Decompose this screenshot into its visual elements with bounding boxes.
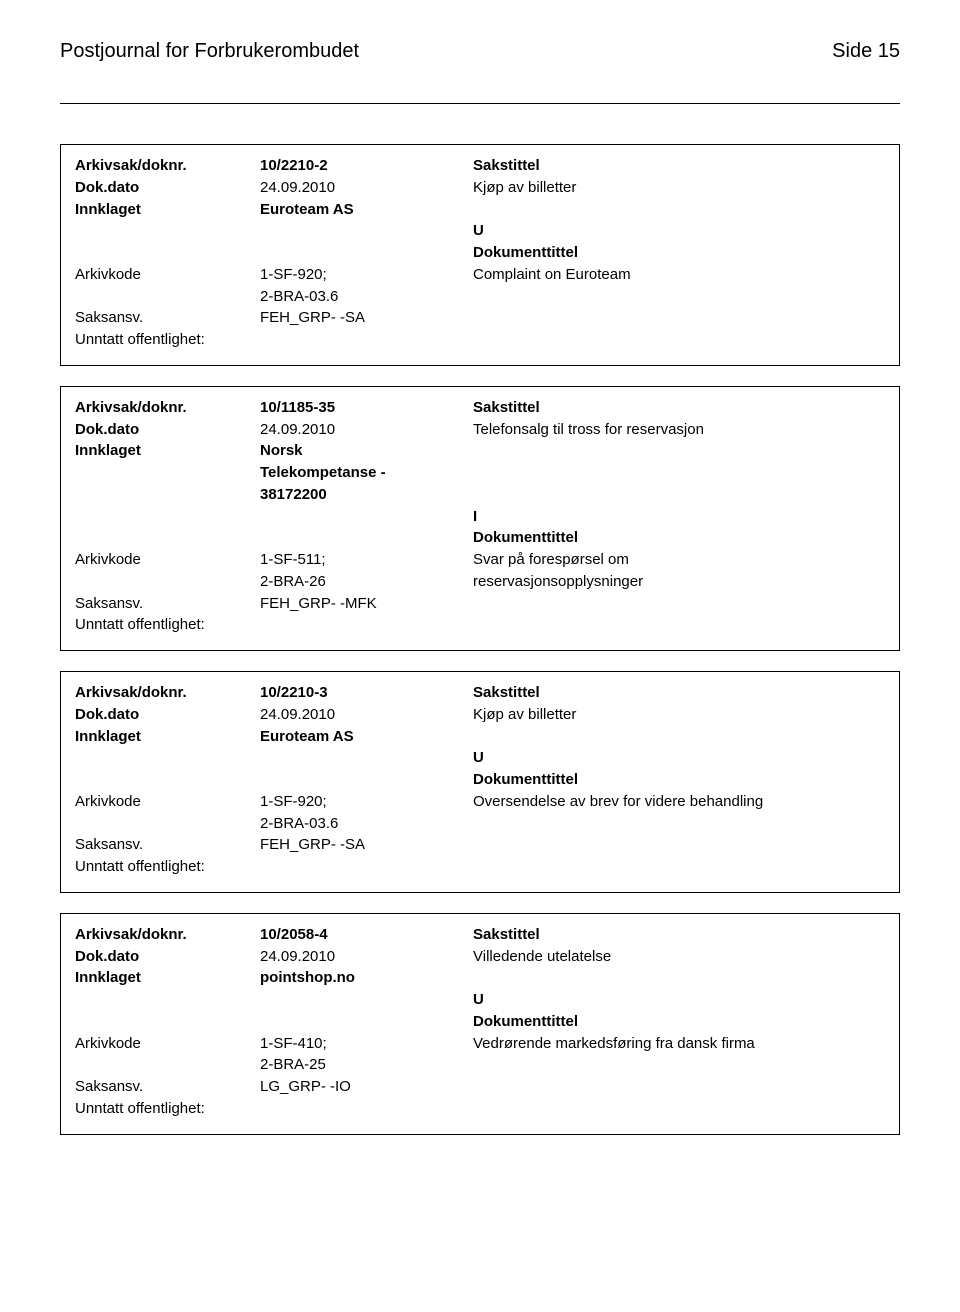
value-dokumenttittel: reservasjonsopplysninger bbox=[465, 571, 885, 593]
value-innklaget: Norsk bbox=[260, 440, 465, 462]
label-unntatt: Unntatt offentlighet: bbox=[75, 614, 205, 636]
value-saksansv: LG_GRP- -IO bbox=[260, 1076, 465, 1098]
label-innklaget: Innklaget bbox=[75, 726, 260, 748]
value-innklaget: Euroteam AS bbox=[260, 199, 465, 221]
value-arkivkode: 2-BRA-26 bbox=[260, 571, 465, 593]
label-dokumenttittel: Dokumenttittel bbox=[465, 1011, 885, 1033]
value-sakstittel: Kjøp av billetter bbox=[465, 704, 885, 726]
value-arkivsak: 10/2058-4 bbox=[260, 924, 465, 946]
value-arkivsak: 10/1185-35 bbox=[260, 397, 465, 419]
value-innklaget: Euroteam AS bbox=[260, 726, 465, 748]
label-sakstittel: Sakstittel bbox=[465, 155, 885, 177]
value-innklaget: pointshop.no bbox=[260, 967, 465, 989]
label-dokumenttittel: Dokumenttittel bbox=[465, 527, 885, 549]
value-sakstittel: Villedende utelatelse bbox=[465, 946, 885, 968]
value-arkivkode: 2-BRA-25 bbox=[260, 1054, 465, 1076]
value-direction: U bbox=[465, 747, 885, 769]
value-arkivkode: 1-SF-410; bbox=[260, 1033, 465, 1055]
value-saksansv: FEH_GRP- -SA bbox=[260, 307, 465, 329]
value-innklaget: 38172200 bbox=[260, 484, 465, 506]
label-unntatt: Unntatt offentlighet: bbox=[75, 1098, 205, 1120]
value-dokdato: 24.09.2010 bbox=[260, 946, 465, 968]
label-innklaget: Innklaget bbox=[75, 440, 260, 462]
label-saksansv: Saksansv. bbox=[75, 307, 260, 329]
label-sakstittel: Sakstittel bbox=[465, 682, 885, 704]
header-row: Postjournal for Forbrukerombudet Side 15 bbox=[60, 40, 900, 63]
value-direction: I bbox=[465, 506, 885, 528]
label-arkivkode: Arkivkode bbox=[75, 264, 260, 286]
label-saksansv: Saksansv. bbox=[75, 593, 260, 615]
value-sakstittel: Telefonsalg til tross for reservasjon bbox=[465, 419, 885, 441]
value-dokdato: 24.09.2010 bbox=[260, 704, 465, 726]
value-arkivsak: 10/2210-3 bbox=[260, 682, 465, 704]
value-saksansv: FEH_GRP- -MFK bbox=[260, 593, 465, 615]
label-sakstittel: Sakstittel bbox=[465, 924, 885, 946]
entry-box: Arkivsak/doknr.10/2058-4Sakstittel Dok.da… bbox=[60, 913, 900, 1135]
entry-box: Arkivsak/doknr.10/2210-2Sakstittel Dok.da… bbox=[60, 144, 900, 366]
label-sakstittel: Sakstittel bbox=[465, 397, 885, 419]
label-dokdato: Dok.dato bbox=[75, 946, 260, 968]
page-number: Side 15 bbox=[832, 40, 900, 63]
label-innklaget: Innklaget bbox=[75, 967, 260, 989]
value-direction: U bbox=[465, 989, 885, 1011]
label-arkivkode: Arkivkode bbox=[75, 549, 260, 571]
label-dokdato: Dok.dato bbox=[75, 419, 260, 441]
header-title: Postjournal for Forbrukerombudet bbox=[60, 40, 359, 63]
value-arkivkode: 1-SF-511; bbox=[260, 549, 465, 571]
value-dokdato: 24.09.2010 bbox=[260, 177, 465, 199]
value-sakstittel: Kjøp av billetter bbox=[465, 177, 885, 199]
value-innklaget: Telekompetanse - bbox=[260, 462, 465, 484]
label-dokumenttittel: Dokumenttittel bbox=[465, 242, 885, 264]
label-unntatt: Unntatt offentlighet: bbox=[75, 329, 205, 351]
entry-box: Arkivsak/doknr.10/1185-35Sakstittel Dok.d… bbox=[60, 386, 900, 651]
value-dokumenttittel: Svar på forespørsel om bbox=[465, 549, 885, 571]
label-arkivkode: Arkivkode bbox=[75, 1033, 260, 1055]
value-dokumenttittel: Complaint on Euroteam bbox=[465, 264, 885, 286]
value-arkivkode: 1-SF-920; bbox=[260, 264, 465, 286]
label-arkivsak: Arkivsak/doknr. bbox=[75, 682, 260, 704]
label-dokdato: Dok.dato bbox=[75, 704, 260, 726]
label-arkivsak: Arkivsak/doknr. bbox=[75, 155, 260, 177]
entries-container: Arkivsak/doknr.10/2210-2SakstittelDok.da… bbox=[60, 144, 900, 1135]
value-dokumenttittel: Oversendelse av brev for videre behandli… bbox=[465, 791, 885, 813]
value-saksansv: FEH_GRP- -SA bbox=[260, 834, 465, 856]
label-innklaget: Innklaget bbox=[75, 199, 260, 221]
label-saksansv: Saksansv. bbox=[75, 1076, 260, 1098]
value-dokumenttittel: Vedrørende markedsføring fra dansk firma bbox=[465, 1033, 885, 1055]
label-arkivsak: Arkivsak/doknr. bbox=[75, 397, 260, 419]
value-arkivkode: 1-SF-920; bbox=[260, 791, 465, 813]
value-dokdato: 24.09.2010 bbox=[260, 419, 465, 441]
label-dokumenttittel: Dokumenttittel bbox=[465, 769, 885, 791]
divider bbox=[60, 103, 900, 104]
label-unntatt: Unntatt offentlighet: bbox=[75, 856, 205, 878]
label-arkivsak: Arkivsak/doknr. bbox=[75, 924, 260, 946]
value-arkivsak: 10/2210-2 bbox=[260, 155, 465, 177]
label-arkivkode: Arkivkode bbox=[75, 791, 260, 813]
entry-box: Arkivsak/doknr.10/2210-3Sakstittel Dok.da… bbox=[60, 671, 900, 893]
label-dokdato: Dok.dato bbox=[75, 177, 260, 199]
value-arkivkode: 2-BRA-03.6 bbox=[260, 813, 465, 835]
value-direction: U bbox=[465, 220, 885, 242]
label-saksansv: Saksansv. bbox=[75, 834, 260, 856]
value-arkivkode: 2-BRA-03.6 bbox=[260, 286, 465, 308]
